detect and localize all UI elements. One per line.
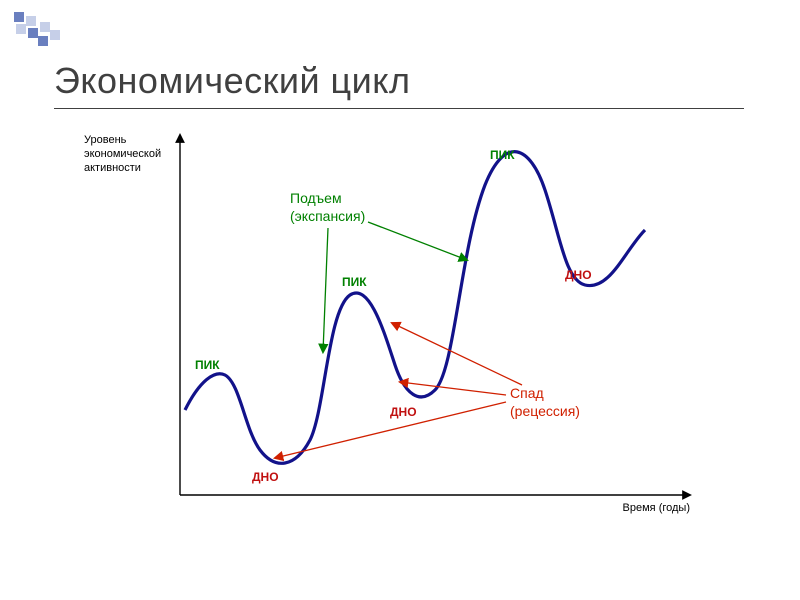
trough-label-0: ДНО: [252, 470, 279, 485]
slide: Экономический цикл Уровень экономической…: [0, 0, 800, 600]
expansion-arrow-0: [323, 228, 328, 352]
recession-label: Спад (рецессия): [510, 385, 580, 420]
recession-arrow-1: [400, 382, 506, 395]
peak-label-1: ПИК: [342, 275, 367, 290]
recession-arrow-2: [392, 323, 522, 385]
trough-label-2: ДНО: [565, 268, 592, 283]
x-axis-label: Время (годы): [623, 502, 690, 516]
peak-label-0: ПИК: [195, 358, 220, 373]
trough-label-1: ДНО: [390, 405, 417, 420]
y-axis-label: Уровень экономической активности: [84, 134, 161, 175]
economic-cycle-chart: Уровень экономической активности Время (…: [70, 130, 730, 570]
title-underline: [54, 108, 744, 109]
expansion-label: Подъем (экспансия): [290, 190, 365, 225]
corner-decoration: [14, 12, 62, 60]
peak-label-2: ПИК: [490, 148, 515, 163]
expansion-arrow-1: [368, 222, 467, 260]
slide-title: Экономический цикл: [54, 60, 410, 102]
